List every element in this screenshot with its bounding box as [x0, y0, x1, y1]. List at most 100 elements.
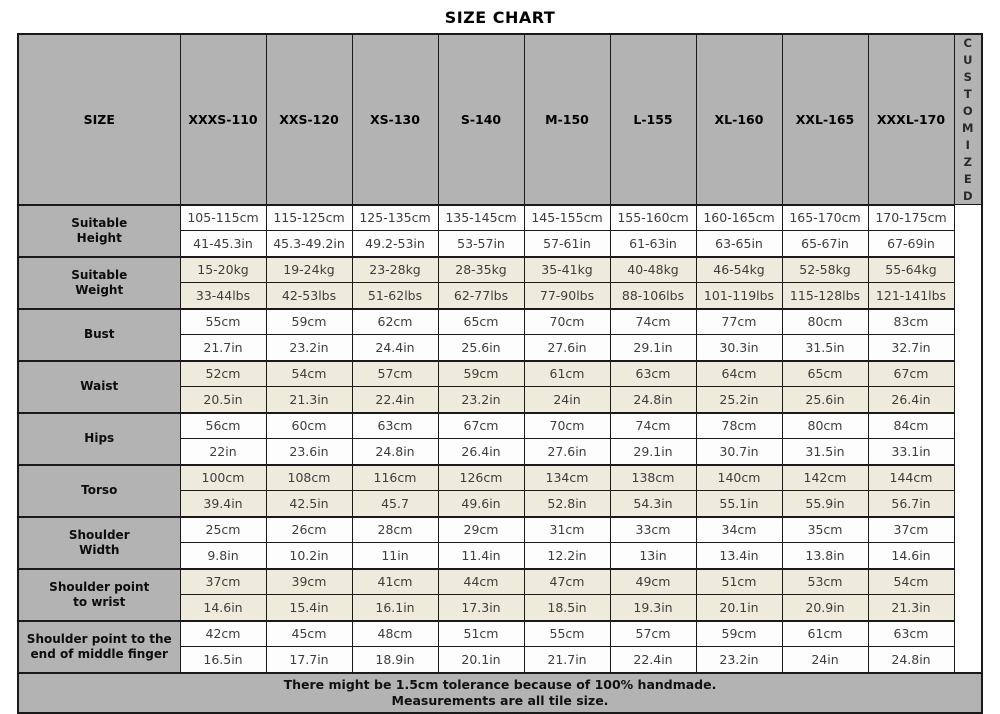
measurement-cell: 61-63in	[609, 230, 697, 257]
measurement-cell: 32.7in	[867, 334, 955, 361]
measurement-cell: 18.9in	[351, 646, 439, 673]
measurement-cell: 135-145cm	[437, 203, 525, 231]
row-label-line: Bust	[83, 327, 115, 341]
measurement-cell: 59cm	[437, 359, 525, 387]
customized-letter: Z	[963, 155, 972, 169]
measurement-cell: 21.3in	[265, 386, 353, 413]
measurement-cell: 125-135cm	[351, 203, 439, 231]
measurement-cell: 138cm	[609, 463, 697, 491]
measurement-cell: 74cm	[609, 307, 697, 335]
measurement-cell: 22.4in	[609, 646, 697, 673]
measurement-cell: 56.7in	[867, 490, 955, 517]
measurement-cell: 14.6in	[179, 594, 267, 621]
measurement-cell: 19-24kg	[265, 255, 353, 283]
measurement-row: 22in 23.6in 24.8in 26.4in 27.6in 29.1in 30.7in…	[18, 438, 982, 465]
size-header-xs-130: XS-130	[351, 33, 439, 205]
measurement-cell: 140cm	[695, 463, 783, 491]
measurement-cell: 52-58kg	[781, 255, 869, 283]
measurement-cell: 25.6in	[437, 334, 525, 361]
measurement-cell: 70cm	[523, 307, 611, 335]
measurement-cell: 62-77lbs	[437, 282, 525, 309]
measurement-cell: 63cm	[351, 411, 439, 439]
measurement-cell: 52.8in	[523, 490, 611, 517]
measurement-row: 21.7in 23.2in 24.4in 25.6in 27.6in 29.1in 30.3…	[18, 334, 982, 361]
measurement-cell: 55.9in	[781, 490, 869, 517]
measurement-cell: 18.5in	[523, 594, 611, 621]
size-header-m-150: M-150	[523, 33, 611, 205]
measurement-cell: 23.6in	[265, 438, 353, 465]
measurement-row: 39.4in 42.5in 45.7 49.6in 52.8in 54.3in 55.1in…	[18, 490, 982, 517]
measurement-row: Shoulder point to wrist 37cm 39cm 41cm 44cm 47…	[17, 567, 982, 621]
measurement-cell: 48cm	[351, 619, 439, 647]
row-label-line: to wrist	[73, 594, 126, 609]
measurement-cell: 165-170cm	[781, 203, 869, 231]
measurement-cell: 26.4in	[867, 386, 955, 413]
measurement-cell: 160-165cm	[695, 203, 783, 231]
measurement-cell: 144cm	[867, 463, 955, 491]
row-label: Torso	[17, 463, 181, 517]
measurement-cell: 54cm	[265, 359, 353, 387]
measurement-cell: 116cm	[351, 463, 439, 491]
page-title: SIZE CHART	[444, 8, 556, 27]
measurement-row: Shoulder Width 25cm 26cm 28cm 29cm 31cm 33cm 34c…	[17, 515, 982, 569]
measurement-cell: 34cm	[695, 515, 783, 543]
measurement-cell: 78cm	[695, 411, 783, 439]
measurement-cell: 22.4in	[351, 386, 439, 413]
measurement-cell: 55cm	[179, 307, 267, 335]
table-body: Suitable Height 105-115cm 115-125cm 125-135c…	[17, 203, 982, 673]
row-label: Suitable Height	[17, 203, 181, 257]
measurement-cell: 115-128lbs	[781, 282, 869, 309]
measurement-cell: 101-119lbs	[695, 282, 783, 309]
measurement-row: 14.6in 15.4in 16.1in 17.3in 18.5in 19.3in 20.1…	[18, 594, 982, 621]
measurement-cell: 33.1in	[867, 438, 955, 465]
measurement-cell: 29.1in	[609, 438, 697, 465]
row-label: Hips	[17, 411, 181, 465]
row-label-line: Suitable	[71, 215, 128, 230]
customized-letter: C	[963, 36, 972, 50]
size-header-xxl-165: XXL-165	[781, 33, 869, 205]
footer-row: There might be 1.5cm tolerance because o…	[17, 671, 983, 713]
measurement-cell: 23.2in	[437, 386, 525, 413]
measurement-cell: 49cm	[609, 567, 697, 595]
measurement-cell: 20.5in	[179, 386, 267, 413]
measurement-cell: 29cm	[437, 515, 525, 543]
measurement-cell: 57cm	[609, 619, 697, 647]
measurement-cell: 100cm	[179, 463, 267, 491]
measurement-cell: 59cm	[695, 619, 783, 647]
customized-letter: I	[965, 138, 970, 152]
measurement-cell: 12.2in	[523, 542, 611, 569]
measurement-cell: 42-53lbs	[265, 282, 353, 309]
measurement-cell: 55cm	[523, 619, 611, 647]
measurement-cell: 77cm	[695, 307, 783, 335]
measurement-cell: 24in	[523, 386, 611, 413]
customized-letter: T	[963, 87, 972, 101]
measurement-cell: 53cm	[781, 567, 869, 595]
measurement-cell: 62cm	[351, 307, 439, 335]
footer-note-line2: Measurements are all tile size.	[391, 692, 609, 708]
measurement-cell: 24.8in	[867, 646, 955, 673]
size-header-xxxl-170: XXXL-170	[867, 33, 955, 205]
measurement-row: 41-45.3in 45.3-49.2in 49.2-53in 53-57in 57-6…	[18, 230, 982, 257]
measurement-cell: 84cm	[867, 411, 955, 439]
measurement-cell: 49.2-53in	[351, 230, 439, 257]
header-row: SIZE XXXS-110 XXS-120 XS-130 S-140 M-150 L-155…	[17, 33, 983, 205]
measurement-cell: 17.7in	[265, 646, 353, 673]
row-label-line: end of middle finger	[30, 646, 168, 661]
row-label-line: Shoulder	[68, 527, 130, 542]
measurement-cell: 15.4in	[265, 594, 353, 621]
measurement-cell: 46-54kg	[695, 255, 783, 283]
measurement-cell: 54cm	[867, 567, 955, 595]
measurement-cell: 39cm	[265, 567, 353, 595]
measurement-cell: 170-175cm	[867, 203, 955, 231]
row-label: Shoulder point to wrist	[17, 567, 181, 621]
measurement-cell: 41-45.3in	[179, 230, 267, 257]
measurement-cell: 21.7in	[523, 646, 611, 673]
measurement-cell: 30.3in	[695, 334, 783, 361]
measurement-row: Torso 100cm 108cm 116cm 126cm 134cm 138cm 140cm…	[17, 463, 982, 517]
measurement-cell: 45cm	[265, 619, 353, 647]
customized-letter: D	[962, 189, 973, 203]
measurement-row: 9.8in 10.2in 11in 11.4in 12.2in 13in 13.4in 13.…	[18, 542, 982, 569]
row-label-line: Torso	[81, 483, 118, 497]
size-header-xl-160: XL-160	[695, 33, 783, 205]
